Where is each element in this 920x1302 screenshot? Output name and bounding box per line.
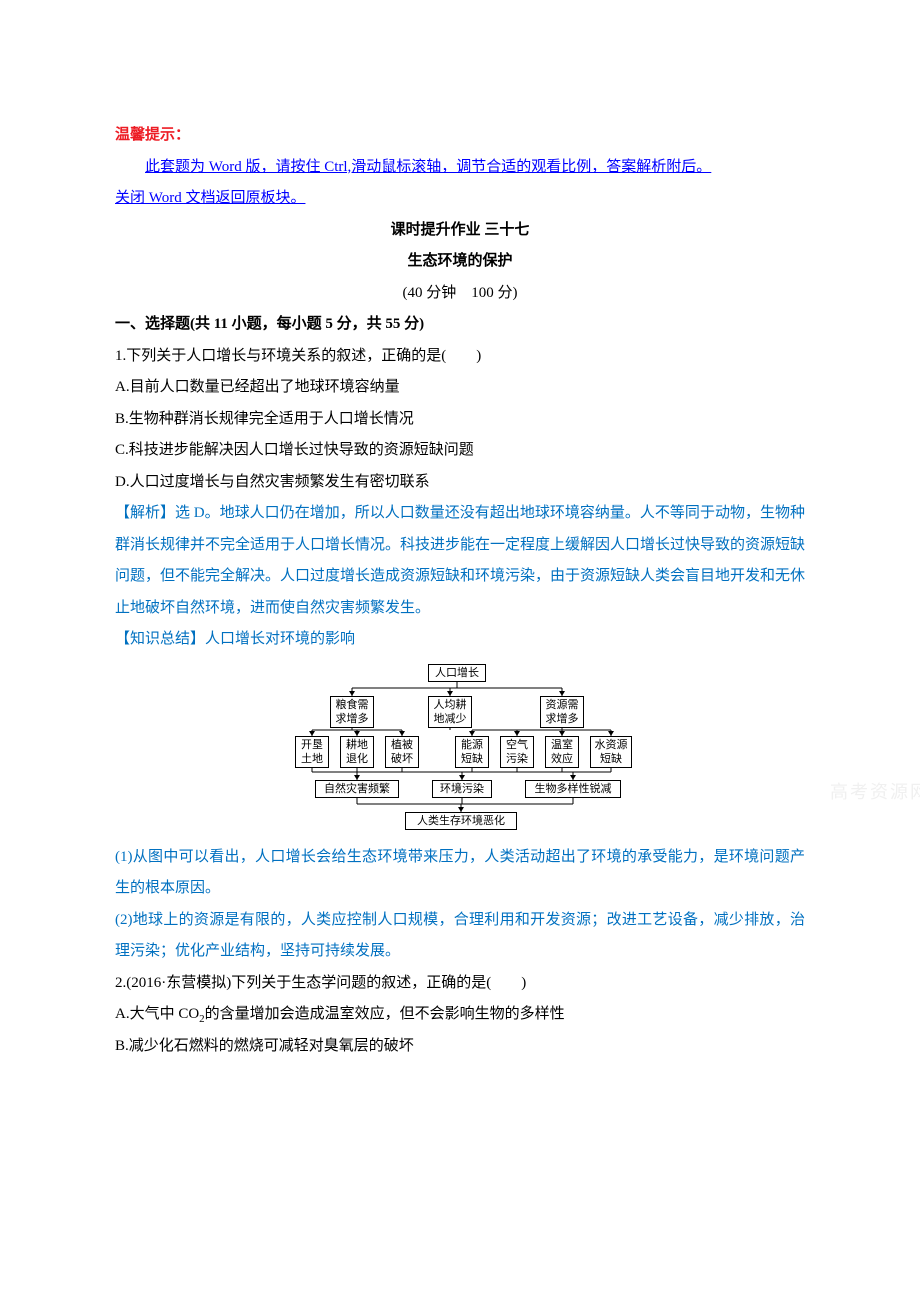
q1-note-2: (2)地球上的资源是有限的，人类应控制人口规模，合理利用和开发资源；改进工艺设备… <box>115 905 805 968</box>
q1-summary-title: 【知识总结】人口增长对环境的影响 <box>115 624 805 656</box>
q2a-post: 的含量增加会造成温室效应，但不会影响生物的多样性 <box>205 1006 565 1022</box>
diagram-root: 人口增长 <box>428 664 486 682</box>
q1-option-a: A.目前人口数量已经超出了地球环境容纳量 <box>115 372 805 404</box>
diagram-r4-0: 自然灾害频繁 <box>315 780 399 798</box>
diagram-r3-1: 耕地 退化 <box>340 736 374 769</box>
diagram-r4-1: 环境污染 <box>432 780 492 798</box>
watermark: 高考资源网 <box>830 774 920 812</box>
diagram-r3-3: 能源 短缺 <box>455 736 489 769</box>
word-instruction-line1: 此套题为 Word 版，请按住 Ctrl,滑动鼠标滚轴，调节合适的观看比例，答案… <box>115 152 805 184</box>
diagram-final: 人类生存环境恶化 <box>405 812 517 830</box>
word-instruction-line2: 关闭 Word 文档返回原板块。 <box>115 183 805 215</box>
time-score: (40 分钟 100 分) <box>115 278 805 310</box>
diagram-r2-0: 粮食需 求增多 <box>330 696 374 729</box>
diagram-r2-2: 资源需 求增多 <box>540 696 584 729</box>
q1-option-c: C.科技进步能解决因人口增长过快导致的资源短缺问题 <box>115 435 805 467</box>
population-diagram: 高考资源网 人口增长粮食需 求增多人均耕 地减少资源需 求增多开垦 土地耕地 退… <box>270 664 650 834</box>
diagram-r3-6: 水资源 短缺 <box>590 736 632 769</box>
q2-option-b: B.减少化石燃料的燃烧可减轻对臭氧层的破坏 <box>115 1031 805 1063</box>
q2a-pre: A.大气中 CO <box>115 1006 199 1022</box>
diagram-r3-2: 植被 破坏 <box>385 736 419 769</box>
q1-stem: 1.下列关于人口增长与环境关系的叙述，正确的是( ) <box>115 341 805 373</box>
hint-title: 温馨提示： <box>115 120 805 152</box>
q1-analysis: 【解析】选 D。地球人口仍在增加，所以人口数量还没有超出地球环境容纳量。人不等同… <box>115 498 805 624</box>
diagram-r3-5: 温室 效应 <box>545 736 579 769</box>
lesson-number: 课时提升作业 三十七 <box>115 215 805 247</box>
q2-option-a: A.大气中 CO2的含量增加会造成温室效应，但不会影响生物的多样性 <box>115 999 805 1031</box>
lesson-topic: 生态环境的保护 <box>115 246 805 278</box>
diagram-r3-4: 空气 污染 <box>500 736 534 769</box>
diagram-r2-1: 人均耕 地减少 <box>428 696 472 729</box>
q1-note-1: (1)从图中可以看出，人口增长会给生态环境带来压力，人类活动超出了环境的承受能力… <box>115 842 805 905</box>
diagram-r4-2: 生物多样性锐减 <box>525 780 621 798</box>
diagram-container: 高考资源网 人口增长粮食需 求增多人均耕 地减少资源需 求增多开垦 土地耕地 退… <box>115 664 805 834</box>
diagram-r3-0: 开垦 土地 <box>295 736 329 769</box>
q2-stem: 2.(2016·东营模拟)下列关于生态学问题的叙述，正确的是( ) <box>115 968 805 1000</box>
q1-option-d: D.人口过度增长与自然灾害频繁发生有密切联系 <box>115 467 805 499</box>
section-a-title: 一、选择题(共 11 小题，每小题 5 分，共 55 分) <box>115 309 805 341</box>
q1-option-b: B.生物种群消长规律完全适用于人口增长情况 <box>115 404 805 436</box>
